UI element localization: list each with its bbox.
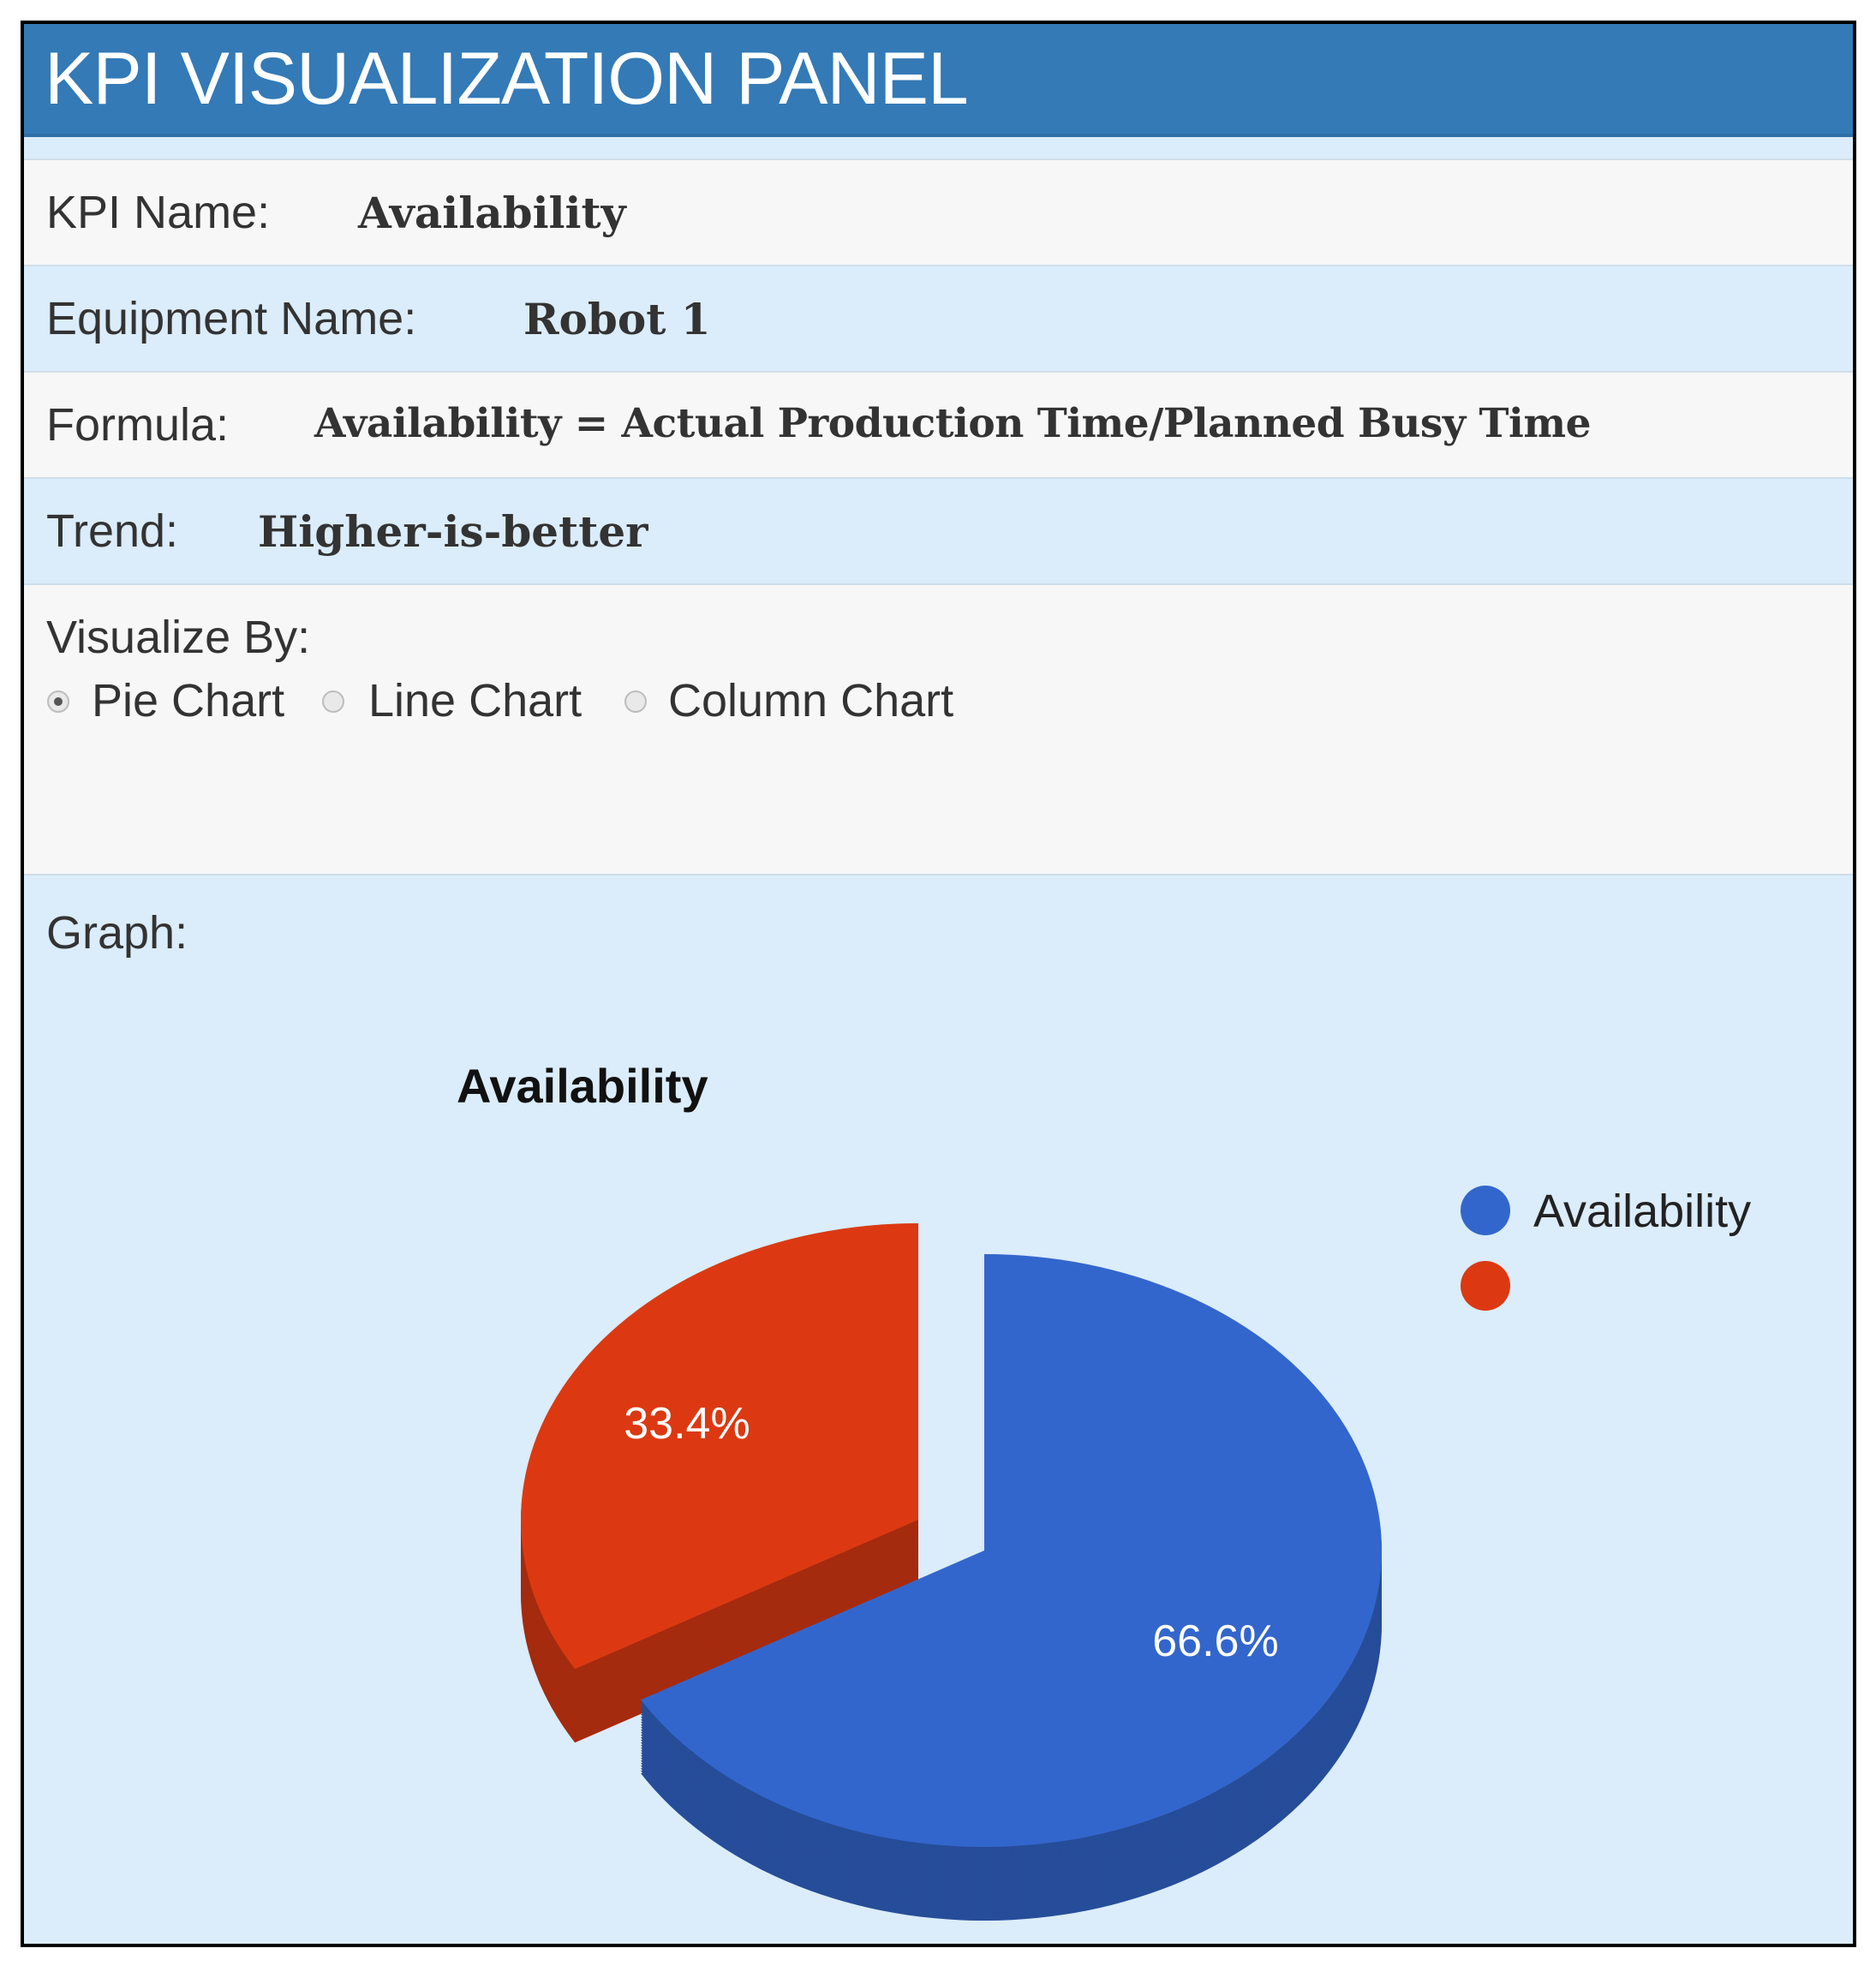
pie-slices: 66.6% 33.4% — [520, 1223, 1382, 1921]
column-chart-radio[interactable] — [624, 690, 647, 713]
equipment-name-value: Robot 1 — [523, 294, 711, 344]
visualize-row: Visualize By: Pie Chart Line Chart Colum… — [24, 583, 1853, 875]
trend-label: Trend: — [46, 505, 179, 557]
line-chart-option-label[interactable]: Line Chart — [368, 675, 583, 726]
column-chart-option-label[interactable]: Column Chart — [668, 675, 954, 726]
kpi-name-row: KPI Name: Availability — [24, 158, 1853, 266]
kpi-name-label: KPI Name: — [46, 187, 271, 238]
formula-row: Formula: Availability = Actual Productio… — [24, 371, 1853, 479]
formula-value: Availability = Actual Production Time/Pl… — [314, 400, 1591, 447]
line-chart-radio[interactable] — [322, 690, 344, 713]
pie-slice-availability[interactable] — [641, 1254, 1382, 1847]
equipment-name-row: Equipment Name: Robot 1 — [24, 265, 1853, 373]
visualize-by-label: Visualize By: — [46, 612, 311, 663]
pie-slice-remainder[interactable] — [521, 1223, 918, 1670]
equipment-name-label: Equipment Name: — [46, 293, 417, 344]
chart-title: Availability — [457, 1059, 708, 1113]
kpi-visualization-panel: KPI VISUALIZATION PANEL KPI Name: Availa… — [21, 21, 1856, 1947]
formula-label: Formula: — [46, 399, 230, 451]
panel-header: KPI VISUALIZATION PANEL — [24, 24, 1853, 137]
pie-chart-radio[interactable] — [47, 690, 69, 713]
graph-label: Graph: — [46, 907, 188, 959]
pie-data-label: 33.4% — [624, 1399, 750, 1449]
pie-chart-option-label[interactable]: Pie Chart — [92, 675, 285, 726]
legend-label-availability: Availability — [1533, 1186, 1751, 1237]
legend-marker-unlabeled — [1461, 1261, 1510, 1311]
kpi-name-value: Availability — [358, 188, 626, 238]
pie-data-label: 66.6% — [1152, 1616, 1278, 1666]
legend-marker-availability — [1461, 1186, 1510, 1235]
panel-title: KPI VISUALIZATION PANEL — [45, 38, 969, 120]
trend-row: Trend: Higher-is-better — [24, 477, 1853, 585]
trend-value: Higher-is-better — [258, 506, 648, 557]
